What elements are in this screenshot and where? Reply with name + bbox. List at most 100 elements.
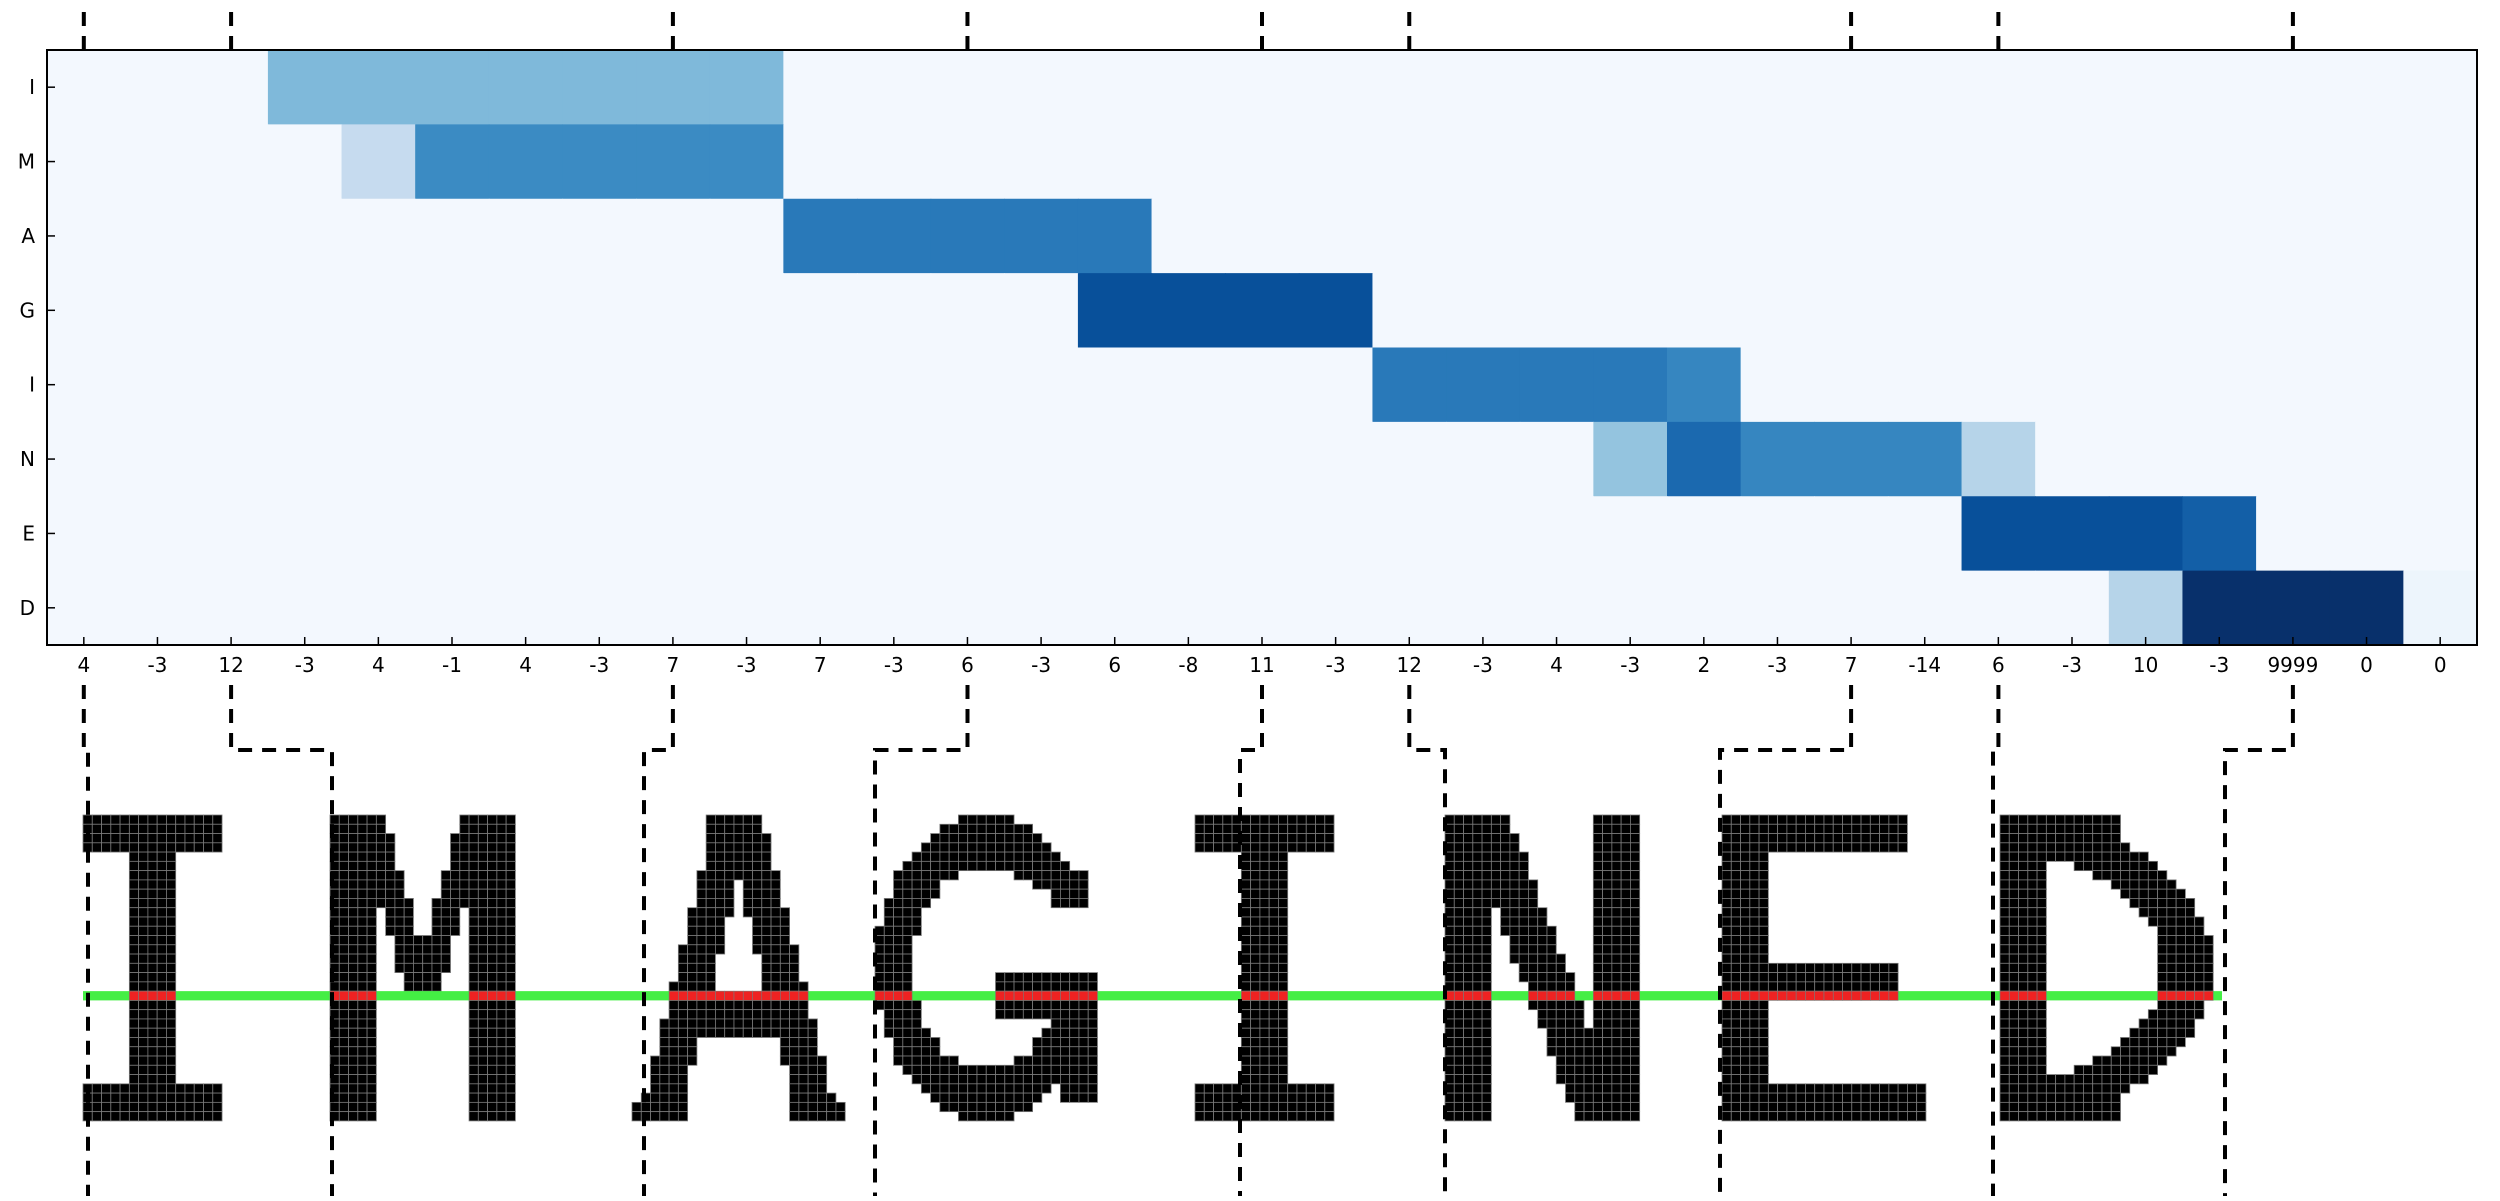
heatmap-cell xyxy=(2182,496,2257,572)
letter-pixel xyxy=(1758,1092,1769,1103)
letter-pixel xyxy=(1194,1092,1205,1103)
letter-pixel xyxy=(1087,1009,1098,1020)
letter-pixel xyxy=(650,1064,661,1075)
letter-pixel xyxy=(1463,879,1474,890)
letter-pixel xyxy=(958,1111,969,1122)
letter-pixel xyxy=(770,925,781,936)
letter-pixel xyxy=(1786,981,1797,992)
letter-pixel xyxy=(487,860,498,872)
heatmap-cell xyxy=(2182,124,2257,200)
letter-pixel xyxy=(1240,1092,1252,1103)
letter-pixel xyxy=(1250,1083,1261,1094)
letter-pixel xyxy=(1620,823,1631,834)
letter-pixel xyxy=(2166,1018,2177,1029)
heatmap-cell xyxy=(341,50,416,125)
letter-pixel xyxy=(798,1101,809,1113)
letter-pixel xyxy=(138,1000,149,1011)
heatmap-cell xyxy=(2329,496,2404,572)
letter-pixel xyxy=(477,823,488,834)
letter-pixel xyxy=(128,842,140,853)
letter-pixel xyxy=(1546,1046,1557,1057)
heatmap-cell xyxy=(1372,273,1447,349)
letter-pixel xyxy=(920,1055,932,1066)
letter-pixel xyxy=(1730,860,1741,872)
letter-pixel xyxy=(1999,916,2010,927)
letter-pixel xyxy=(817,1092,828,1103)
letter-pixel xyxy=(1730,879,1741,890)
x-tick-label: 0 xyxy=(2434,653,2447,677)
letter-pixel xyxy=(976,1083,987,1094)
letter-pixel xyxy=(1250,907,1261,918)
letter-pixel xyxy=(1296,823,1307,834)
letter-pixel xyxy=(1611,916,1622,927)
letter-pixel xyxy=(1032,1083,1043,1094)
letter-pixel xyxy=(1888,1101,1899,1113)
letter-pixel xyxy=(2147,870,2158,881)
letter-pixel xyxy=(985,1101,996,1113)
letter-pixel xyxy=(2184,962,2196,973)
letter-pixel xyxy=(1620,879,1631,890)
heatmap-cell xyxy=(120,273,195,349)
heatmap-cell xyxy=(1667,273,1742,349)
letter-pixel xyxy=(826,1111,837,1122)
letter-pixel xyxy=(1240,907,1252,918)
letter-pixel xyxy=(128,1027,140,1038)
letter-pixel xyxy=(431,916,442,927)
letter-pixel xyxy=(175,833,186,844)
letter-pixel xyxy=(212,1083,223,1094)
letter-pixel xyxy=(2018,1074,2029,1085)
letter-pixel xyxy=(1528,1000,1539,1011)
letter-pixel xyxy=(1592,814,1603,825)
letter-pixel xyxy=(1296,1092,1307,1103)
scanline-hit-pixel xyxy=(1060,990,1070,1001)
letter-pixel xyxy=(1259,888,1270,899)
letter-pixel xyxy=(1518,888,1529,899)
letter-pixel xyxy=(459,870,470,881)
letter-pixel xyxy=(742,851,753,862)
letter-pixel xyxy=(687,1009,698,1020)
letter-pixel xyxy=(166,1018,177,1029)
letter-pixel xyxy=(1602,981,1613,992)
letter-pixel xyxy=(1078,1083,1089,1094)
letter-pixel xyxy=(1602,1046,1613,1057)
letter-pixel xyxy=(128,1018,140,1029)
scanline-hit-pixel xyxy=(1241,990,1251,1001)
letter-pixel xyxy=(1851,842,1862,853)
letter-pixel xyxy=(2157,870,2168,881)
letter-pixel xyxy=(1777,1083,1788,1094)
letter-pixel xyxy=(677,1092,689,1103)
letter-pixel xyxy=(911,1064,922,1075)
letter-pixel xyxy=(930,1037,941,1048)
letter-pixel xyxy=(1620,814,1631,825)
letter-pixel xyxy=(1620,1111,1631,1122)
letter-pixel xyxy=(505,925,516,936)
letter-pixel xyxy=(1472,1092,1483,1103)
letter-pixel xyxy=(1041,1064,1052,1075)
letter-pixel xyxy=(1472,1027,1483,1038)
letter-pixel xyxy=(2018,935,2029,946)
letter-pixel xyxy=(1444,879,1455,890)
letter-pixel xyxy=(1721,1092,1732,1103)
letter-pixel xyxy=(1620,851,1631,862)
letter-pixel xyxy=(1250,1018,1261,1029)
letter-pixel xyxy=(1472,870,1483,881)
letter-pixel xyxy=(156,851,167,862)
letter-pixel xyxy=(1315,1092,1326,1103)
letter-pixel xyxy=(1481,1000,1492,1011)
letter-pixel xyxy=(893,1046,904,1057)
letter-pixel xyxy=(1287,823,1298,834)
letter-pixel xyxy=(1528,898,1539,909)
heatmap-cell xyxy=(341,570,416,646)
letter-pixel xyxy=(1305,823,1316,834)
letter-pixel xyxy=(1537,981,1548,992)
letter-pixel xyxy=(1758,860,1769,872)
letter-pixel xyxy=(2083,842,2094,853)
letter-pixel xyxy=(2129,860,2140,872)
letter-pixel xyxy=(2166,1027,2177,1038)
letter-pixel xyxy=(338,1037,349,1048)
heatmap-cell xyxy=(47,273,122,349)
letter-pixel xyxy=(1574,1046,1585,1057)
letter-pixel xyxy=(1851,972,1862,983)
scanline-hit-pixel xyxy=(1087,990,1098,1001)
letter-pixel xyxy=(505,1027,516,1038)
